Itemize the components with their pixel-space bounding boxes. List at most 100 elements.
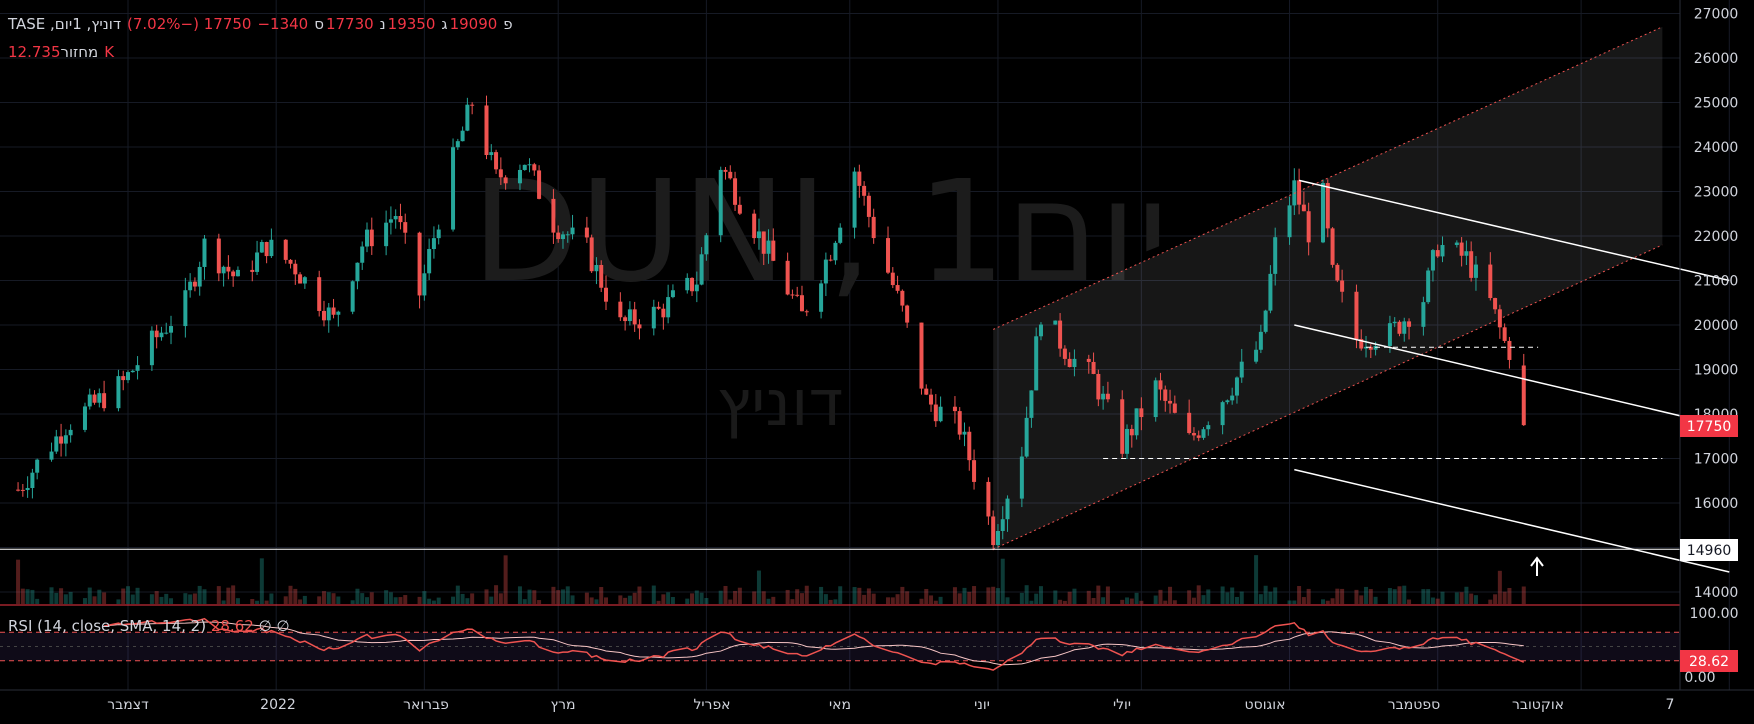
candle-body: [661, 308, 666, 318]
candle-body: [1321, 183, 1325, 243]
volume-bar: [723, 585, 728, 604]
candle-body: [360, 246, 365, 263]
volume-bar: [25, 589, 30, 604]
volume-bar: [288, 585, 293, 604]
volume-bar: [484, 589, 489, 604]
volume-bar: [350, 600, 355, 604]
volume-bar: [1497, 570, 1502, 604]
high-key: ג: [441, 15, 448, 33]
candle-body: [995, 530, 1000, 546]
drawings[interactable]: [0, 26, 1730, 573]
volume-bar: [623, 597, 628, 604]
volume-bar: [35, 598, 40, 604]
volume-bar: [1038, 586, 1043, 604]
volume-bar: [1239, 591, 1244, 604]
rsi-legend-label[interactable]: RSI (14, close, SMA, 14, 2): [8, 617, 207, 635]
volume-bar: [1321, 599, 1325, 604]
volume-bar: [135, 587, 140, 604]
symbol-title[interactable]: דוניץ, 1יום, TASE: [8, 15, 122, 33]
candle-body: [216, 238, 221, 274]
volume-bar: [1263, 585, 1268, 604]
candle-body: [130, 370, 135, 373]
candle-body: [221, 266, 226, 274]
symbol-legend[interactable]: דוניץ, 1יום, TASE פ 19090ג 19350נ 17730ס 1775…: [8, 10, 515, 66]
candle-body: [1125, 428, 1130, 454]
volume-bar: [890, 597, 895, 604]
candle-body: [694, 284, 699, 292]
volume-bar: [1000, 558, 1005, 604]
volume-bar: [728, 599, 733, 604]
candle-body: [991, 516, 996, 546]
volume-bar: [393, 597, 398, 604]
candle-body: [1459, 242, 1464, 256]
volume-bar: [54, 592, 59, 604]
candle-body: [1120, 399, 1125, 454]
candle-body: [235, 269, 240, 277]
candle-body: [68, 429, 73, 436]
volume-bar: [957, 593, 962, 604]
candle-body: [895, 285, 900, 291]
volume-bar: [1373, 596, 1378, 604]
candle-body: [1234, 377, 1239, 396]
volume-bar: [560, 589, 565, 604]
candle-body: [1191, 433, 1196, 436]
volume-bar: [666, 592, 671, 604]
candle-body: [283, 239, 288, 260]
volume-legend-value: 12.735K: [8, 43, 115, 61]
volume-bar: [97, 589, 102, 604]
candle-body: [317, 277, 322, 311]
volume-bar: [967, 591, 972, 604]
candle-body: [823, 259, 828, 284]
volume-bar: [752, 591, 757, 604]
volume-bar: [49, 587, 54, 604]
candle-body: [1019, 456, 1024, 499]
candle-body: [866, 195, 871, 217]
volume-bar: [570, 595, 575, 604]
candle-body: [1287, 205, 1292, 238]
candle-body: [1158, 380, 1163, 390]
price-tick-label: 19000: [1694, 363, 1739, 379]
time-axis[interactable]: דצמבר 2022 פברואר מרץ אפריל מאי יוני יולי אוגוסט…: [0, 689, 1754, 713]
volume-bar: [16, 559, 21, 604]
candle-body: [1086, 358, 1091, 362]
candle-body: [54, 436, 59, 452]
volume-bar: [522, 599, 527, 604]
candle-body: [871, 216, 876, 239]
volume-bar: [1368, 589, 1373, 604]
volume-bar: [1340, 588, 1345, 604]
candle-body: [804, 311, 809, 313]
candle-body: [226, 266, 231, 272]
volume-bar: [627, 595, 632, 604]
volume-bar: [164, 593, 169, 604]
volume-bar: [1230, 587, 1235, 604]
candle-body: [259, 242, 264, 253]
candle-body: [1263, 310, 1268, 332]
candle-body: [1435, 250, 1440, 257]
candle-body: [250, 269, 255, 272]
volume-bar: [1172, 600, 1177, 604]
candle-body: [403, 222, 408, 233]
rsi-legend[interactable]: RSI (14, close, SMA, 14, 2) 28.62 ∅ ∅: [8, 617, 290, 635]
volume-bar: [1435, 598, 1440, 604]
candle-body: [336, 311, 341, 315]
volume-bar: [183, 593, 188, 604]
candles: [16, 95, 1526, 551]
volume-bar: [556, 590, 561, 604]
volume-legend-label: מחזור: [60, 43, 99, 61]
volume-bar: [398, 597, 403, 604]
volume-bar: [532, 590, 537, 604]
volume-bar: [417, 596, 422, 604]
candle-body: [1454, 242, 1459, 246]
candle-body: [1407, 321, 1412, 327]
volume-bar: [1105, 586, 1110, 604]
candle-body: [1187, 412, 1192, 434]
candle-body: [1096, 373, 1101, 400]
volume-bar: [871, 593, 876, 604]
channel-fill: [993, 26, 1663, 550]
candle-body: [599, 264, 604, 288]
volume-bar: [1062, 600, 1067, 604]
candle-body: [1440, 245, 1445, 257]
volume-bar: [331, 593, 336, 604]
